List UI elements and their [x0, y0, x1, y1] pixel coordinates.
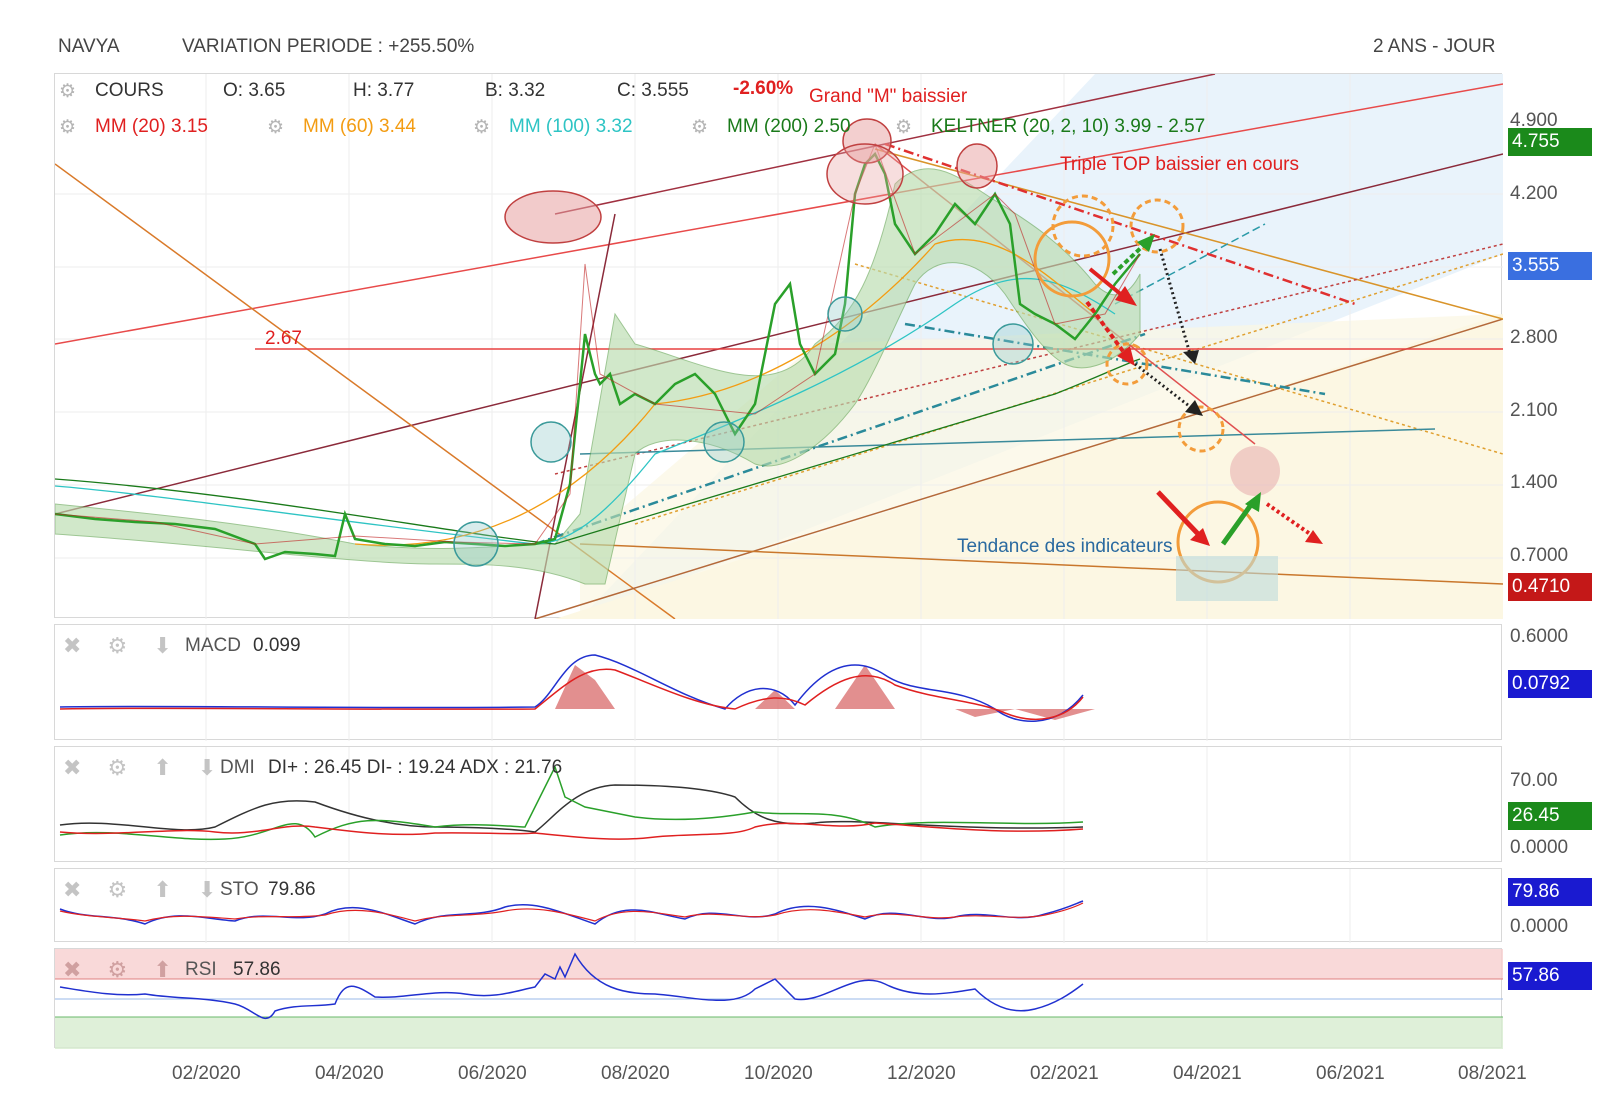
- dmi-tag: 26.45: [1508, 802, 1592, 830]
- mm200-label: MM (200) 2.50: [727, 116, 851, 137]
- x-tick: 04/2020: [315, 1063, 384, 1084]
- macd-controls-icon[interactable]: ✖ ⚙ ⬇: [63, 633, 182, 658]
- mm100-label: MM (100) 3.32: [509, 116, 633, 137]
- close-value: C: 3.555: [617, 80, 689, 101]
- mm20-label: MM (20) 3.15: [95, 116, 208, 137]
- change-value: -2.60%: [733, 78, 794, 99]
- sto-label: STO: [220, 879, 259, 900]
- annotation-indicateurs: Tendance des indicateurs: [957, 536, 1173, 557]
- y-tick: 4.900: [1510, 110, 1558, 131]
- rsi-value: 57.86: [233, 959, 281, 980]
- period-selector[interactable]: 2 ANS - JOUR: [1373, 36, 1496, 57]
- x-tick: 02/2020: [172, 1063, 241, 1084]
- rsi-chart: [55, 949, 1503, 1049]
- y-tick: 0.7000: [1510, 545, 1569, 566]
- x-tick: 08/2020: [601, 1063, 670, 1084]
- tag-top: 4.755: [1508, 128, 1592, 156]
- x-tick: 12/2020: [887, 1063, 956, 1084]
- sto-panel[interactable]: ✖ ⚙ ⬆ ⬇ STO 79.86: [54, 868, 1502, 943]
- x-tick: 10/2020: [744, 1063, 813, 1084]
- y-tick: 4.200: [1510, 183, 1558, 204]
- tag-low: 0.4710: [1508, 573, 1592, 601]
- high-value: H: 3.77: [353, 80, 415, 101]
- y-tick: 2.800: [1510, 327, 1558, 348]
- keltner-label: KELTNER (20, 2, 10) 3.99 - 2.57: [931, 116, 1206, 137]
- rsi-controls-icon[interactable]: ✖ ⚙ ⬆: [63, 957, 182, 982]
- dmi-controls-icon[interactable]: ✖ ⚙ ⬆ ⬇: [63, 755, 227, 780]
- mm200-gear-icon[interactable]: ⚙: [691, 117, 709, 138]
- open-value: O: 3.65: [223, 80, 286, 101]
- y-tick: 1.400: [1510, 472, 1558, 493]
- dmi-y-tick: 0.0000: [1510, 837, 1569, 858]
- x-tick: 06/2021: [1316, 1063, 1385, 1084]
- rsi-label: RSI: [185, 959, 217, 980]
- tag-price: 3.555: [1508, 252, 1592, 280]
- rsi-tag: 57.86: [1508, 962, 1592, 990]
- mm20-gear-icon[interactable]: ⚙: [59, 117, 77, 138]
- sto-y-tick: 0.0000: [1510, 916, 1569, 937]
- mm60-gear-icon[interactable]: ⚙: [267, 117, 285, 138]
- macd-panel[interactable]: ✖ ⚙ ⬇ MACD 0.099: [54, 624, 1502, 741]
- macd-label: MACD: [185, 635, 241, 656]
- dmi-chart: [59, 747, 1351, 863]
- rsi-panel[interactable]: ✖ ⚙ ⬆ RSI 57.86: [54, 948, 1503, 1049]
- sto-chart: [59, 869, 1351, 943]
- dmi-value: DI+ : 26.45 DI- : 19.24 ADX : 21.76: [268, 757, 563, 778]
- cours-label: COURS: [95, 80, 164, 101]
- x-tick: 08/2021: [1458, 1063, 1527, 1084]
- x-tick: 04/2021: [1173, 1063, 1242, 1084]
- symbol-title: NAVYA: [58, 36, 120, 57]
- mm60-label: MM (60) 3.44: [303, 116, 416, 137]
- dmi-y-tick: 70.00: [1510, 770, 1558, 791]
- macd-value: 0.099: [253, 635, 301, 656]
- x-tick: 02/2021: [1030, 1063, 1099, 1084]
- macd-tag: 0.0792: [1508, 670, 1592, 698]
- sto-controls-icon[interactable]: ✖ ⚙ ⬆ ⬇: [63, 877, 227, 902]
- macd-y-tick: 0.6000: [1510, 626, 1569, 647]
- dmi-label: DMI: [220, 757, 255, 778]
- y-tick: 2.100: [1510, 400, 1558, 421]
- mm100-gear-icon[interactable]: ⚙: [473, 117, 491, 138]
- dmi-panel[interactable]: ✖ ⚙ ⬆ ⬇ DMI DI+ : 26.45 DI- : 19.24 ADX …: [54, 746, 1502, 863]
- level-label: 2.67: [265, 328, 302, 349]
- variation-text: VARIATION PERIODE : +255.50%: [182, 36, 475, 57]
- sto-tag: 79.86: [1508, 878, 1592, 906]
- low-value: B: 3.32: [485, 80, 546, 101]
- sto-value: 79.86: [268, 879, 316, 900]
- price-panel[interactable]: ⚙ COURS O: 3.65 H: 3.77 B: 3.32 C: 3.555…: [54, 73, 1503, 619]
- price-chart: [55, 74, 1503, 619]
- keltner-gear-icon[interactable]: ⚙: [895, 117, 913, 138]
- cours-gear-icon[interactable]: ⚙: [59, 81, 77, 102]
- macd-chart: [59, 625, 1351, 741]
- annotation-grand-m: Grand "M" baissier: [809, 86, 968, 107]
- x-tick: 06/2020: [458, 1063, 527, 1084]
- annotation-triple-top: Triple TOP baissier en cours: [1060, 154, 1300, 175]
